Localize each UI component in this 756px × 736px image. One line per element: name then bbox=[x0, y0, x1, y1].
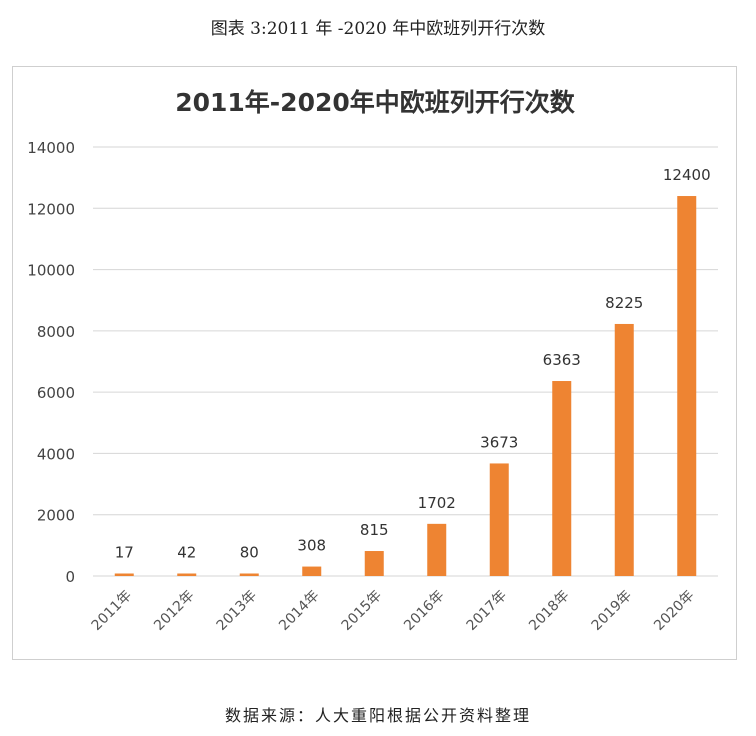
x-tick-label: 2019年 bbox=[589, 588, 635, 634]
data-label: 80 bbox=[240, 544, 259, 562]
data-label: 8225 bbox=[605, 294, 643, 312]
bar bbox=[489, 463, 509, 576]
source-note: 数据来源：人大重阳根据公开资料整理 bbox=[224, 706, 531, 725]
data-label: 12400 bbox=[663, 166, 711, 184]
x-tick-label: 2020年 bbox=[651, 588, 697, 634]
y-tick-label: 4000 bbox=[37, 445, 75, 463]
data-label: 3673 bbox=[480, 433, 518, 451]
bar bbox=[552, 381, 572, 576]
bars bbox=[114, 196, 697, 576]
bar-chart: 2011年-2020年中欧班列开行次数 0 2000 4000 6000 8000 100… bbox=[27, 88, 718, 634]
y-tick-label: 2000 bbox=[37, 507, 75, 525]
data-label: 815 bbox=[360, 521, 389, 539]
x-tick-label: 2014年 bbox=[276, 588, 322, 634]
bar bbox=[364, 551, 384, 576]
data-label: 308 bbox=[297, 537, 326, 555]
y-tick-label: 0 bbox=[65, 568, 75, 586]
data-label: 6363 bbox=[543, 351, 581, 369]
x-tick-label: 2017年 bbox=[464, 588, 510, 634]
bar bbox=[302, 566, 322, 576]
y-axis-tick-labels: 0 2000 4000 6000 8000 10000 12000 14000 bbox=[27, 139, 75, 586]
y-tick-label: 8000 bbox=[37, 323, 75, 341]
bar bbox=[427, 523, 447, 576]
bar bbox=[614, 323, 634, 576]
figure-caption: 图表 3:2011 年 -2020 年中欧班列开行次数 bbox=[210, 19, 546, 39]
data-label: 17 bbox=[115, 544, 134, 562]
chart-title: 2011年-2020年中欧班列开行次数 bbox=[175, 88, 576, 117]
x-axis-tick-labels: 2011年 2012年 2013年 2014年 2015年 2016年 2017年 2018年… bbox=[89, 588, 698, 634]
bar bbox=[177, 573, 197, 576]
bar bbox=[239, 573, 259, 576]
y-tick-label: 10000 bbox=[27, 262, 75, 280]
y-tick-label: 14000 bbox=[27, 139, 75, 157]
x-tick-label: 2018年 bbox=[526, 588, 572, 634]
x-tick-label: 2012年 bbox=[151, 588, 197, 634]
x-tick-label: 2016年 bbox=[401, 588, 447, 634]
data-label: 42 bbox=[177, 544, 196, 562]
x-tick-label: 2015年 bbox=[339, 588, 385, 634]
data-labels: 17 42 80 308 815 1702 3673 6363 8225 12400 bbox=[115, 166, 711, 561]
data-label: 1702 bbox=[418, 494, 456, 512]
gridlines bbox=[93, 146, 718, 577]
x-tick-label: 2011年 bbox=[89, 588, 135, 634]
bar bbox=[114, 573, 134, 576]
y-tick-label: 12000 bbox=[27, 200, 75, 218]
x-tick-label: 2013年 bbox=[214, 588, 260, 634]
bar bbox=[677, 196, 697, 576]
chart-frame: 2011年-2020年中欧班列开行次数 0 2000 4000 6000 8000 100… bbox=[12, 66, 737, 660]
y-tick-label: 6000 bbox=[37, 384, 75, 402]
